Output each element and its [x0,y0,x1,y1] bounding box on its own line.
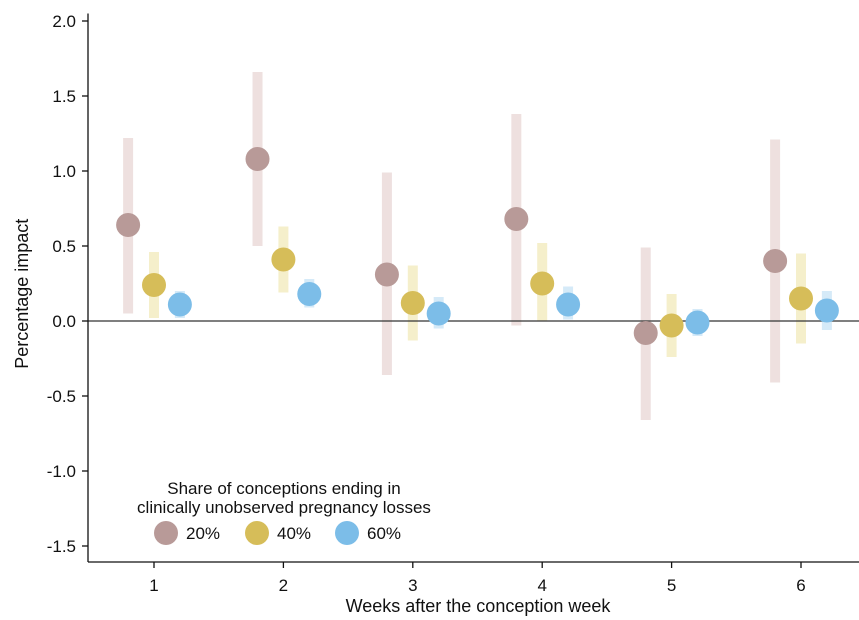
point-40pct [659,313,684,338]
x-axis-ticks: 1 2 3 4 5 6 [149,562,806,595]
x-tick-label: 4 [537,576,546,595]
y-axis-ticks: -1.5 -1.0 -0.5 0.0 0.5 1.0 1.5 2.0 [47,12,88,556]
point-40pct [400,291,425,315]
point-estimates [116,147,839,345]
y-tick-label: -1.5 [47,537,76,556]
legend-title-line-1: Share of conceptions ending in [167,479,400,498]
legend-label-60pct: 60% [367,524,401,543]
y-axis-title: Percentage impact [12,219,32,369]
point-20pct [374,262,399,287]
point-20pct [245,147,270,171]
x-tick-label: 3 [408,576,417,595]
x-tick-label: 6 [796,576,805,595]
point-60pct [556,292,581,317]
legend-items: 20% 40% 60% [154,521,401,545]
legend-marker-60pct [335,521,359,545]
y-tick-label: 0.5 [52,237,76,256]
y-tick-label: 2.0 [52,12,76,31]
point-20pct [763,249,788,273]
y-tick-label: -0.5 [47,387,76,406]
y-tick-label: 1.5 [52,87,76,106]
x-tick-label: 2 [279,576,288,595]
y-tick-label: 1.0 [52,162,76,181]
legend-label-40pct: 40% [277,524,311,543]
legend-label-20pct: 20% [186,524,220,543]
legend: Share of conceptions ending in clinicall… [137,479,431,545]
legend-marker-20pct [154,521,178,545]
point-60pct [426,301,451,326]
point-60pct [167,292,192,317]
point-20pct [116,213,141,237]
confidence-intervals [123,72,832,420]
point-40pct [789,286,813,311]
legend-title-line-2: clinically unobserved pregnancy losses [137,498,431,517]
point-40pct [271,247,296,272]
x-tick-label: 1 [149,576,158,595]
y-tick-label: -1.0 [47,462,76,481]
point-20pct [633,321,658,345]
point-20pct [504,207,529,231]
x-axis-title: Weeks after the conception week [346,596,612,616]
point-60pct [685,310,710,335]
point-40pct [142,273,166,297]
legend-marker-40pct [245,521,269,545]
point-60pct [297,282,322,306]
x-tick-label: 5 [667,576,676,595]
y-tick-label: 0.0 [52,312,76,331]
point-60pct [814,298,839,323]
point-40pct [530,271,555,296]
